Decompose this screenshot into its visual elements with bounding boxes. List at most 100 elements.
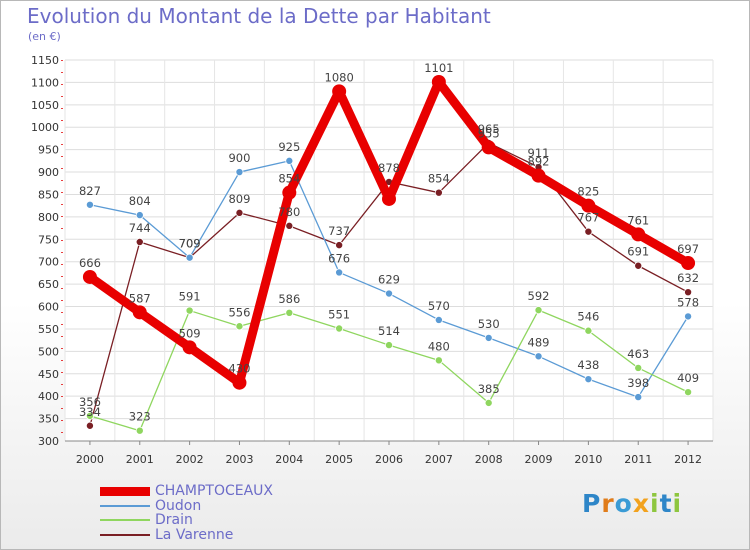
- x-tick-label: 2004: [275, 453, 303, 466]
- legend-label: Oudon: [155, 497, 202, 514]
- data-point: [684, 388, 693, 397]
- data-point: [85, 421, 94, 430]
- data-label: 767: [577, 211, 599, 225]
- data-point: [584, 326, 593, 335]
- data-label: 900: [228, 151, 250, 165]
- x-tick-label: 2005: [325, 453, 353, 466]
- y-tick-label: 700: [38, 256, 59, 269]
- data-point: [185, 253, 194, 262]
- data-point: [684, 312, 693, 321]
- legend-item: La Varenne: [100, 526, 320, 543]
- data-label: 398: [627, 376, 649, 390]
- data-label: 356: [79, 395, 101, 409]
- data-label: 1101: [424, 61, 453, 75]
- y-tick-label: 1000: [31, 121, 59, 134]
- data-label: 1080: [325, 70, 354, 84]
- data-point: [384, 289, 393, 298]
- data-label: 480: [428, 339, 450, 353]
- y-tick-label: 500: [38, 345, 59, 358]
- data-label: 592: [528, 289, 550, 303]
- data-point: [82, 269, 97, 284]
- data-point: [534, 352, 543, 361]
- data-label: 546: [577, 310, 599, 324]
- y-tick-label: 350: [38, 413, 59, 426]
- data-point: [232, 375, 247, 390]
- legend-swatch: [100, 487, 150, 496]
- data-label: 578: [677, 295, 699, 309]
- data-label: 385: [478, 382, 500, 396]
- data-label: 965: [478, 122, 500, 136]
- data-label: 530: [478, 317, 500, 331]
- x-tick-label: 2010: [574, 453, 602, 466]
- data-label: 744: [129, 221, 151, 235]
- data-point: [584, 227, 593, 236]
- y-tick-label: 900: [38, 166, 59, 179]
- data-label: 587: [129, 291, 151, 305]
- data-point: [634, 261, 643, 270]
- data-label: 780: [278, 205, 300, 219]
- data-label: 323: [129, 410, 151, 424]
- logo-letter: i: [650, 489, 660, 518]
- data-point: [531, 168, 546, 183]
- proxiti-logo: Proxiti: [582, 489, 682, 518]
- data-point: [584, 375, 593, 384]
- data-label: 697: [677, 242, 699, 256]
- data-label: 709: [179, 237, 201, 251]
- legend-swatch: [100, 504, 150, 507]
- y-tick-label: 750: [38, 233, 59, 246]
- data-point: [581, 198, 596, 213]
- data-point: [285, 308, 294, 317]
- legend-item: CHAMPTOCEAUX: [100, 483, 320, 499]
- data-point: [431, 74, 446, 89]
- data-label: 878: [378, 161, 400, 175]
- y-tick-label: 950: [38, 144, 59, 157]
- y-tick-label: 1100: [31, 76, 59, 89]
- chart-subtitle: (en €): [28, 30, 61, 43]
- data-point: [634, 393, 643, 402]
- logo-letter: t: [659, 489, 673, 518]
- data-point: [85, 200, 94, 209]
- data-label: 854: [428, 172, 450, 186]
- data-point: [434, 188, 443, 197]
- x-tick-label: 2002: [176, 453, 204, 466]
- legend-item: Drain: [100, 512, 320, 528]
- data-label: 632: [677, 271, 699, 285]
- data-label: 827: [79, 184, 101, 198]
- x-tick-label: 2012: [674, 453, 702, 466]
- data-point: [681, 256, 696, 271]
- data-point: [434, 356, 443, 365]
- y-tick-label: 850: [38, 188, 59, 201]
- data-label: 676: [328, 251, 350, 265]
- y-tick-label: 600: [38, 301, 59, 314]
- data-label: 854: [278, 172, 300, 186]
- data-label: 489: [528, 335, 550, 349]
- data-label: 591: [179, 290, 201, 304]
- logo-letter: r: [601, 489, 615, 518]
- data-label: 551: [328, 307, 350, 321]
- data-point: [484, 333, 493, 342]
- logo-letter: i: [672, 489, 683, 518]
- data-point: [132, 305, 147, 320]
- chart-title: Evolution du Montant de la Dette par Hab…: [27, 4, 491, 28]
- data-label: 691: [627, 245, 649, 259]
- data-label: 514: [378, 324, 400, 338]
- data-label: 804: [129, 194, 151, 208]
- data-label: 825: [577, 185, 599, 199]
- y-tick-label: 1050: [31, 99, 59, 112]
- y-tick-label: 550: [38, 323, 59, 336]
- data-point: [332, 84, 347, 99]
- data-point: [235, 322, 244, 331]
- data-point: [335, 324, 344, 333]
- y-tick-label: 800: [38, 211, 59, 224]
- data-point: [382, 191, 396, 206]
- legend-label: La Varenne: [155, 526, 234, 543]
- data-point: [631, 227, 646, 242]
- y-tick-label: 300: [38, 435, 59, 448]
- x-tick-label: 2006: [375, 453, 403, 466]
- x-tick-label: 2001: [126, 453, 154, 466]
- data-point: [285, 221, 294, 230]
- data-point: [135, 426, 144, 435]
- legend-swatch: [100, 533, 150, 536]
- x-tick-label: 2008: [475, 453, 503, 466]
- data-label: 586: [278, 292, 300, 306]
